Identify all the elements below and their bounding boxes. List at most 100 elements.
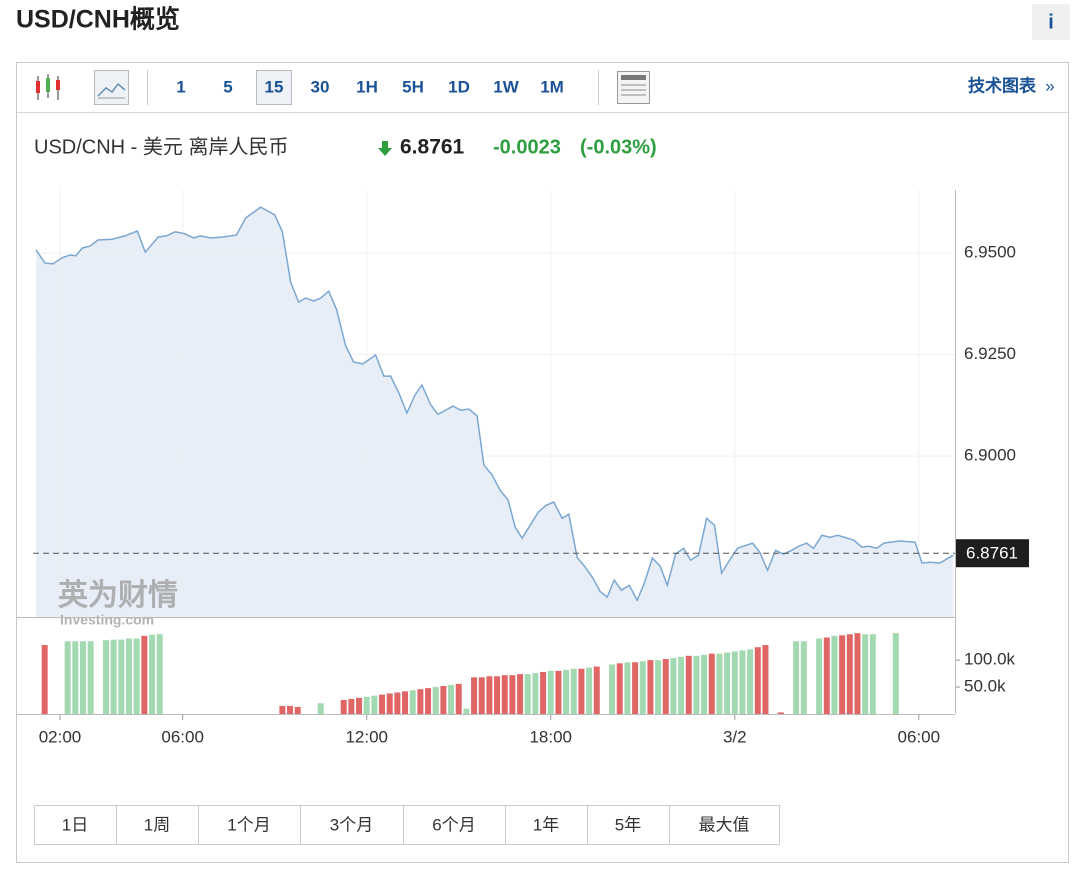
- quote-name: USD/CNH - 美元 离岸人民币: [34, 135, 288, 158]
- line-icon[interactable]: [94, 70, 129, 105]
- volume-bar: [386, 693, 393, 714]
- volume-bar: [133, 638, 140, 714]
- interval-button[interactable]: 1W: [493, 77, 519, 96]
- volume-bar: [578, 668, 585, 714]
- range-button[interactable]: [505, 805, 588, 845]
- volume-bar: [79, 641, 86, 714]
- quote-change-percent: (-0.03%): [580, 136, 657, 158]
- volume-bar: [141, 635, 148, 714]
- volume-bar: [555, 670, 562, 714]
- volume-bar: [655, 660, 662, 714]
- volume-bar: [670, 657, 677, 714]
- volume-bar: [102, 640, 109, 714]
- volume-bar: [501, 675, 508, 714]
- interval-button[interactable]: 1H: [356, 77, 378, 96]
- volume-bar: [348, 698, 355, 714]
- candle-icon[interactable]: [36, 74, 60, 100]
- volume-bar: [793, 641, 800, 714]
- volume-bar: [816, 638, 823, 714]
- volume-bar: [685, 655, 692, 714]
- volume-bar: [724, 652, 731, 714]
- volume-bar: [747, 649, 754, 714]
- volume-bar: [892, 633, 899, 714]
- interval-button[interactable]: 5H: [402, 77, 424, 96]
- volume-bar: [87, 641, 94, 714]
- x-tick-label: 3/2: [723, 727, 747, 746]
- volume-bar: [118, 639, 125, 714]
- interval-button[interactable]: 1D: [448, 77, 470, 96]
- interval-button[interactable]: 30: [311, 77, 330, 96]
- range-label[interactable]: 最大值: [699, 815, 750, 834]
- table-icon[interactable]: [617, 71, 650, 104]
- volume-bar: [609, 664, 616, 714]
- interval-button[interactable]: 15: [265, 77, 284, 96]
- price-area: [36, 207, 954, 617]
- quote-price: 6.8761: [400, 136, 465, 159]
- last-price-box: [956, 539, 1029, 568]
- x-tick-label: 18:00: [529, 727, 572, 746]
- range-button[interactable]: [34, 805, 117, 845]
- volume-bar: [823, 637, 830, 714]
- volume-bar: [639, 661, 646, 714]
- volume-bar: [432, 687, 439, 714]
- volume-bar: [156, 634, 163, 714]
- volume-bar: [149, 634, 156, 714]
- volume-bar: [356, 697, 363, 714]
- range-button[interactable]: [403, 805, 506, 845]
- info-icon[interactable]: i: [1048, 11, 1054, 33]
- range-label[interactable]: 5年: [615, 815, 641, 834]
- interval-button[interactable]: 1M: [540, 77, 564, 96]
- interval-button[interactable]: 5: [223, 77, 232, 96]
- tech-chart-link[interactable]: 技术图表: [968, 75, 1037, 95]
- volume-bar: [478, 677, 485, 714]
- range-button[interactable]: [669, 805, 780, 845]
- volume-bar: [524, 674, 531, 714]
- volume-bar: [279, 705, 286, 714]
- range-label[interactable]: 1个月: [227, 815, 270, 834]
- volume-bar: [379, 694, 386, 714]
- x-tick-label: 02:00: [39, 727, 82, 746]
- volume-bar: [64, 641, 71, 714]
- range-label[interactable]: 1日: [62, 815, 88, 834]
- info-button[interactable]: [1032, 4, 1070, 40]
- volume-bar: [708, 653, 715, 714]
- volume-bar: [494, 676, 501, 714]
- volume-bar: [517, 674, 524, 714]
- volume-bar: [839, 635, 846, 714]
- range-label[interactable]: 1年: [533, 815, 559, 834]
- volume-bar: [846, 634, 853, 714]
- range-label[interactable]: 1周: [144, 815, 170, 834]
- volume-bar: [126, 638, 133, 714]
- volume-bar: [402, 691, 409, 714]
- watermark-brand: 英为财情: [58, 579, 178, 612]
- volume-bar: [547, 670, 554, 714]
- volume-bar: [509, 675, 516, 714]
- volume-bar: [570, 668, 577, 714]
- interval-button[interactable]: 1: [176, 77, 185, 96]
- link-arrow[interactable]: »: [1045, 76, 1054, 95]
- active-interval[interactable]: [256, 70, 292, 105]
- volume-bar: [440, 685, 447, 714]
- volume-bar: [678, 656, 685, 714]
- volume-bar: [731, 651, 738, 714]
- volume-bar: [540, 671, 547, 714]
- volume-bar: [800, 641, 807, 714]
- volume-bar: [448, 684, 455, 714]
- x-tick-label: 12:00: [345, 727, 388, 746]
- volume-bar: [624, 662, 631, 714]
- volume-bar: [716, 653, 723, 714]
- volume-bar: [317, 703, 324, 714]
- volume-bar: [110, 639, 117, 714]
- range-button[interactable]: [587, 805, 670, 845]
- quote-change: -0.0023: [493, 136, 561, 158]
- volume-bar: [340, 699, 347, 714]
- volume-bar: [287, 705, 294, 714]
- volume-bar: [616, 663, 623, 714]
- volume-bar: [409, 690, 416, 714]
- range-label[interactable]: 6个月: [432, 815, 475, 834]
- range-label[interactable]: 3个月: [330, 815, 373, 834]
- range-button[interactable]: [198, 805, 301, 845]
- range-button[interactable]: [116, 805, 199, 845]
- volume-tick-label: 100.0k: [964, 650, 1016, 669]
